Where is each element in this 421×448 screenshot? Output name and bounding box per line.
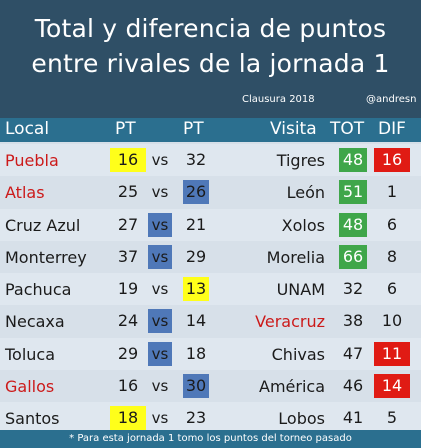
local-points: 16 <box>110 148 146 172</box>
total-points: 41 <box>342 408 364 428</box>
vs-label: vs <box>151 377 169 396</box>
local-team: Gallos <box>5 377 55 397</box>
table-row: Puebla 16 vs 32 Tigres 48 16 <box>0 144 421 177</box>
visita-points: 30 <box>183 374 209 399</box>
diff-points: 6 <box>386 279 398 299</box>
table-row: Gallos 16 vs 30 América 46 14 <box>0 370 421 403</box>
vs-label: vs <box>151 151 169 169</box>
local-team: Cruz Azul <box>5 215 81 235</box>
local-points: 25 <box>117 182 139 202</box>
visita-points: 29 <box>185 246 207 266</box>
vs-label: vs <box>148 341 172 366</box>
diff-points: 5 <box>386 408 398 428</box>
vs-label: vs <box>148 309 172 334</box>
vs-label: vs <box>151 280 169 299</box>
vs-label: vs <box>148 212 172 237</box>
local-team: Puebla <box>5 151 59 170</box>
visita-team: Chivas <box>271 344 325 364</box>
visita-team: UNAM <box>276 280 325 300</box>
footnote: * Para esta jornada 1 tomo los puntos de… <box>0 430 421 448</box>
visita-points: 26 <box>183 180 209 205</box>
local-points: 27 <box>117 214 139 234</box>
local-points: 24 <box>117 311 139 331</box>
table-row: Pachuca 19 vs 13 UNAM 32 6 <box>0 273 421 306</box>
visita-team: León <box>286 183 325 203</box>
diff-points: 1 <box>386 182 398 202</box>
table-row: Santos 18 vs 23 Lobos 41 5 <box>0 402 421 435</box>
visita-points: 13 <box>183 277 209 302</box>
visita-team: Veracruz <box>255 312 325 332</box>
local-team: Atlas <box>5 183 45 203</box>
total-points: 38 <box>342 311 364 331</box>
table-row: Toluca 29 vs 18 Chivas 47 11 <box>0 337 421 371</box>
header-visita: Visita <box>270 119 317 139</box>
match-table: Puebla 16 vs 32 Tigres 48 16 Atlas 25 vs… <box>0 144 421 435</box>
diff-points: 16 <box>374 148 410 172</box>
visita-team: América <box>259 377 325 397</box>
visita-team: Lobos <box>278 409 325 429</box>
table-row: Cruz Azul 27 vs 21 Xolos 48 6 <box>0 208 421 241</box>
header-local: Local <box>5 119 50 139</box>
visita-points: 14 <box>185 311 207 331</box>
total-points: 32 <box>342 279 364 299</box>
title-line-1: Total y diferencia de puntos <box>34 14 387 43</box>
diff-points: 11 <box>374 341 410 366</box>
local-points: 37 <box>117 246 139 266</box>
table-row: Necaxa 24 vs 14 Veracruz 38 10 <box>0 305 421 338</box>
local-points: 16 <box>117 376 139 396</box>
author-handle: @andresn <box>366 94 417 105</box>
total-points: 48 <box>339 148 367 172</box>
title-line-2: entre rivales de la jornada 1 <box>31 49 390 78</box>
local-team: Necaxa <box>5 312 65 332</box>
header-tot: TOT <box>330 119 365 139</box>
table-row: Atlas 25 vs 26 León 51 1 <box>0 176 421 209</box>
visita-team: Morelia <box>266 247 325 267</box>
total-points: 51 <box>339 180 367 205</box>
local-points: 19 <box>117 279 139 299</box>
local-team: Toluca <box>5 344 56 364</box>
season-label: Clausura 2018 <box>242 94 315 105</box>
visita-points: 21 <box>185 214 207 234</box>
title-panel: Total y diferencia de puntos entre rival… <box>0 0 421 120</box>
local-team: Santos <box>5 409 60 429</box>
diff-points: 8 <box>386 246 398 266</box>
header-pt-local: PT <box>115 119 136 139</box>
total-points: 66 <box>339 244 367 269</box>
diff-points: 6 <box>386 214 398 234</box>
diff-points: 10 <box>381 311 403 331</box>
visita-points: 23 <box>185 408 207 428</box>
local-points: 18 <box>110 406 146 431</box>
total-points: 46 <box>342 376 364 396</box>
local-team: Monterrey <box>5 247 87 267</box>
visita-team: Tigres <box>276 151 325 170</box>
diff-points: 14 <box>374 374 410 399</box>
header-pt-visita: PT <box>183 119 204 139</box>
local-points: 29 <box>117 343 139 363</box>
vs-label: vs <box>151 409 169 428</box>
total-points: 47 <box>342 343 364 363</box>
visita-team: Xolos <box>281 215 325 235</box>
table-row: Monterrey 37 vs 29 Morelia 66 8 <box>0 240 421 274</box>
column-header-bar: Local PT PT Visita TOT DIF <box>0 118 421 142</box>
vs-label: vs <box>148 244 172 269</box>
total-points: 48 <box>339 212 367 237</box>
visita-points: 32 <box>185 150 207 169</box>
local-team: Pachuca <box>5 280 72 300</box>
header-dif: DIF <box>378 119 406 139</box>
vs-label: vs <box>151 183 169 202</box>
visita-points: 18 <box>185 343 207 363</box>
